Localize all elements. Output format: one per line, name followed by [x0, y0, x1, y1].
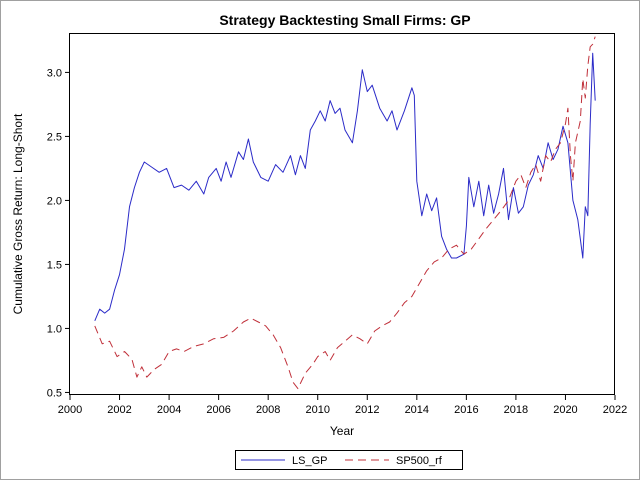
y-tick-label: 2.5 [47, 131, 62, 143]
x-tick-label: 2022 [603, 404, 627, 416]
series-group [94, 36, 596, 390]
x-tick-label: 2008 [256, 404, 280, 416]
y-tick-label: 2.0 [47, 195, 62, 207]
x-tick-label: 2006 [206, 404, 230, 416]
x-tick-label: 2000 [58, 404, 82, 416]
chart-title: Strategy Backtesting Small Firms: GP [219, 12, 470, 28]
plot-area-frame [69, 33, 615, 395]
y-tick-label: 1.5 [47, 259, 62, 271]
x-tick-label: 2010 [305, 404, 329, 416]
y-tick-label: 0.5 [47, 387, 62, 399]
x-axis: 2000 2002 2004 2006 2008 2010 2012 2014 2016 2018… [58, 395, 627, 416]
x-tick-label: 2012 [355, 404, 379, 416]
y-tick-label: 1.0 [47, 323, 62, 335]
y-axis: 0.5 1.0 1.5 2.0 2.5 3.0 [47, 67, 70, 399]
x-tick-label: 2016 [454, 404, 478, 416]
x-axis-label: Year [330, 424, 354, 438]
x-tick-label: 2004 [157, 404, 181, 416]
series-line-ls-gp [94, 52, 596, 321]
x-tick-label: 2014 [405, 404, 429, 416]
y-axis-label: Cumulative Gross Return: Long-Short [11, 113, 25, 314]
y-tick-label: 3.0 [47, 67, 62, 79]
x-tick-label: 2002 [107, 404, 131, 416]
x-tick-label: 2020 [553, 404, 577, 416]
x-tick-label: 2018 [504, 404, 528, 416]
legend-label-sp500-rf: SP500_rf [396, 455, 443, 467]
legend: LS_GP SP500_rf [235, 450, 463, 470]
legend-label-ls-gp: LS_GP [292, 455, 327, 467]
